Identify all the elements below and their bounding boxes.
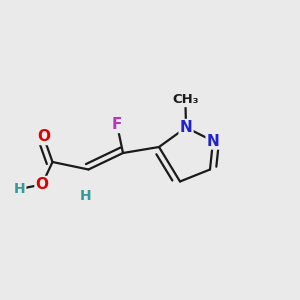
Text: N: N	[207, 134, 219, 148]
Text: N: N	[180, 120, 192, 135]
Text: O: O	[37, 129, 50, 144]
Text: H: H	[14, 182, 25, 196]
Text: F: F	[112, 117, 122, 132]
Text: H: H	[80, 190, 91, 203]
Text: CH₃: CH₃	[172, 93, 199, 106]
Text: O: O	[35, 177, 49, 192]
